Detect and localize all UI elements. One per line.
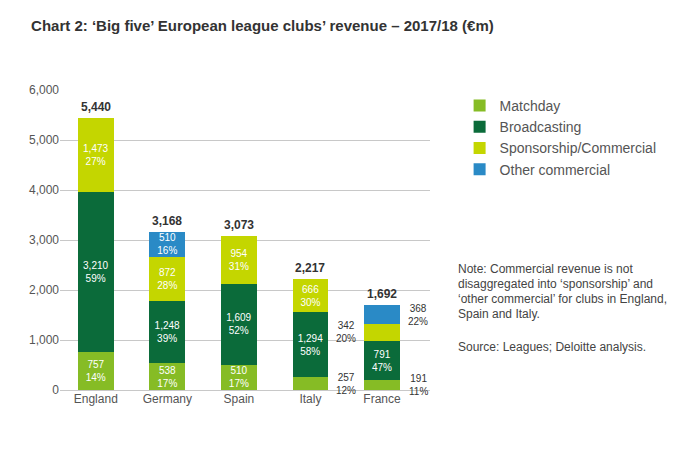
svg-text:34220%: 34220%: [336, 320, 356, 344]
svg-text:19111%: 19111%: [409, 373, 428, 397]
svg-text:5,440: 5,440: [81, 100, 111, 114]
svg-text:25712%: 25712%: [336, 372, 356, 396]
html-text:Note: Commercial revenue is no: Note: Commercial revenue is not disaggre…: [458, 262, 667, 321]
svg-text:1,692: 1,692: [367, 287, 397, 301]
svg-text:3,000: 3,000: [29, 233, 59, 247]
svg-text:53817%: 53817%: [157, 365, 177, 389]
svg-text:England: England: [74, 392, 118, 406]
svg-text:Matchday: Matchday: [500, 98, 561, 114]
svg-text:0: 0: [52, 383, 59, 397]
svg-text:1,24839%: 1,24839%: [155, 320, 180, 344]
svg-text:France: France: [363, 392, 401, 406]
svg-text:Other commercial: Other commercial: [500, 162, 610, 178]
svg-text:36822%: 36822%: [408, 303, 428, 327]
svg-text:Germany: Germany: [143, 392, 192, 406]
svg-text:51016%: 51016%: [157, 232, 177, 256]
svg-text:1,60952%: 1,60952%: [226, 312, 251, 336]
svg-text:6,000: 6,000: [29, 83, 59, 97]
svg-text:3,168: 3,168: [152, 214, 182, 228]
svg-text:Spain: Spain: [224, 392, 255, 406]
svg-text:66630%: 66630%: [300, 284, 320, 308]
html-text:Source: Leagues; Deloitte anal: Source: Leagues; Deloitte analysis.: [458, 340, 647, 354]
svg-text:Italy: Italy: [299, 392, 321, 406]
svg-text:5,000: 5,000: [29, 133, 59, 147]
svg-text:87228%: 87228%: [157, 267, 177, 291]
svg-text:Chart 2: ‘Big five’ European l: Chart 2: ‘Big five’ European league club…: [31, 17, 494, 34]
svg-text:2,217: 2,217: [295, 261, 325, 275]
svg-text:1,47327%: 1,47327%: [83, 143, 108, 167]
svg-text:3,073: 3,073: [224, 218, 254, 232]
svg-text:2,000: 2,000: [29, 283, 59, 297]
svg-text:1,29458%: 1,29458%: [298, 333, 323, 357]
svg-text:1,000: 1,000: [29, 333, 59, 347]
svg-text:79147%: 79147%: [372, 349, 392, 373]
svg-text:95431%: 95431%: [229, 248, 249, 272]
svg-text:Sponsorship/Commercial: Sponsorship/Commercial: [500, 140, 656, 156]
svg-text:51017%: 51017%: [229, 365, 249, 389]
svg-text:4,000: 4,000: [29, 183, 59, 197]
svg-text:Broadcasting: Broadcasting: [500, 119, 582, 135]
svg-text:3,21059%: 3,21059%: [83, 260, 108, 284]
svg-text:75714%: 75714%: [86, 359, 106, 383]
